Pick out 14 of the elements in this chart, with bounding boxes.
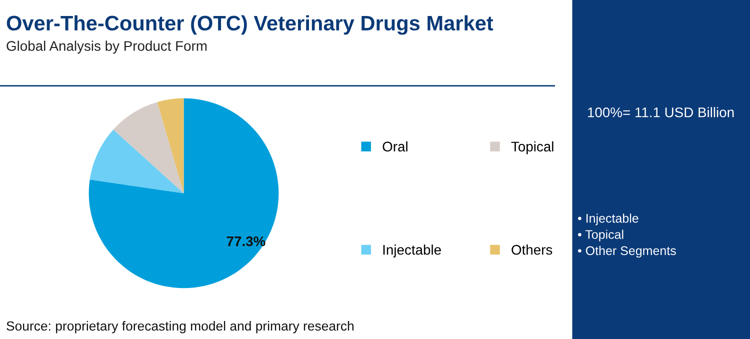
pie-slice bbox=[113, 102, 184, 194]
pie-slice bbox=[88, 98, 279, 288]
legend-label: Oral bbox=[382, 141, 408, 152]
data-label: 77.3% bbox=[226, 236, 266, 246]
pie-slice bbox=[90, 130, 184, 194]
text: 100%= 11.1 USD Billion bbox=[588, 107, 734, 118]
legend-label: Injectable bbox=[383, 244, 441, 258]
legend-label: Others bbox=[512, 244, 552, 255]
chart-subtitle: Global Analysis by Product Form bbox=[6, 40, 207, 54]
chart-title: Over-The-Counter (OTC) Veterinary Drugs Market bbox=[6, 15, 494, 35]
legend-label: Topical bbox=[511, 141, 554, 154]
text: • Injectable • Topical • Other Segments bbox=[578, 214, 676, 258]
source-note: Source: proprietary forecasting model and primary research bbox=[6, 320, 354, 334]
pie-slice bbox=[157, 98, 184, 194]
